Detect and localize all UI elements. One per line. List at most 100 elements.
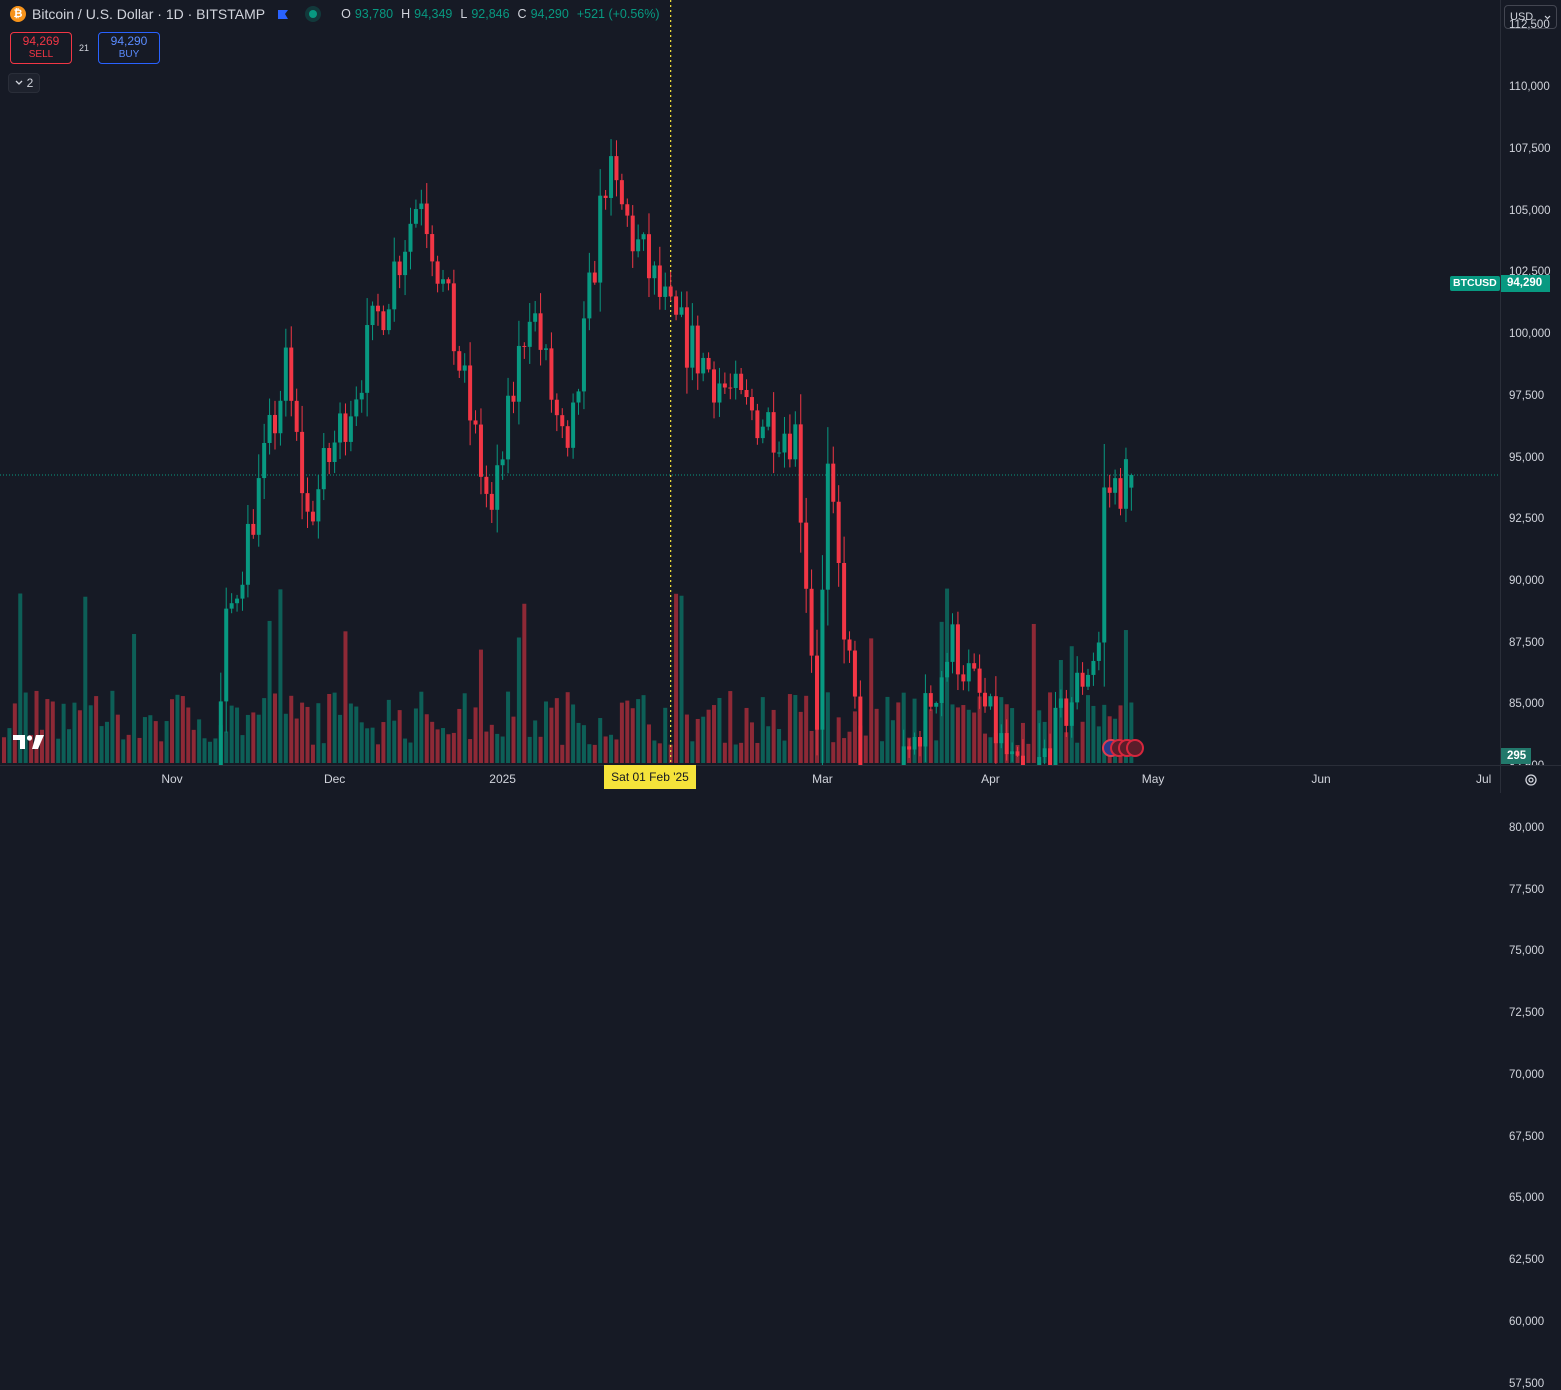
candle-body [1010,751,1015,755]
volume-bar [403,738,408,763]
volume-bar [18,593,23,763]
volume-bar [630,708,635,763]
candle-body [663,286,668,297]
volume-bar [289,695,294,763]
volume-bar [701,716,706,763]
volume-bar [256,714,261,763]
spread-value: 21 [79,43,90,53]
volume-bar [679,595,684,763]
volume-bar [175,694,180,763]
volume-bar [1086,695,1090,763]
candle-body [544,348,548,350]
candlestick-chart[interactable] [0,0,1500,765]
volume-bar [500,736,505,763]
volume-bar [869,638,874,763]
event-marker-icon[interactable] [1126,739,1144,757]
volume-bar [625,700,630,763]
chart-pane[interactable] [0,0,1500,765]
price-scale-label: 57,500 [1509,1377,1545,1390]
volume-bar [831,742,836,763]
volume-bar [1010,708,1015,763]
volume-bar [771,709,776,763]
volume-bar [749,722,754,763]
symbol-title[interactable]: Bitcoin / U.S. Dollar · 1D · BITSTAMP [32,6,266,22]
volume-bar [197,719,202,763]
low-value: 92,846 [471,7,510,21]
candle-body [549,348,554,400]
candle-body [1102,487,1107,643]
volume-bar [67,729,72,763]
volume-bar [473,707,478,763]
candle-body [1091,660,1096,675]
buy-button[interactable]: 94,290 BUY [98,32,160,64]
candle-body [365,325,370,393]
candle-body [603,195,608,198]
candle-body [473,420,478,425]
price-scale[interactable]: 112,500 110,000 107,500 105,000 102,500 100,0… [1500,0,1561,1390]
chevron-down-icon [15,80,23,85]
price-scale-label: 87,500 [1509,636,1545,649]
candle-body [912,737,917,750]
candle-body [787,433,792,460]
change-value: +521 (+0.56%) [576,7,660,21]
candle-body [993,696,998,744]
volume-bar [1096,726,1101,763]
volume-bar [603,736,608,763]
volume-bar [132,634,137,763]
volume-bar [836,717,841,763]
volume-bar [478,649,483,763]
volume-bar [229,705,234,763]
time-scale-label: Jul [1475,772,1492,786]
time-scale[interactable]: Nov Dec 2025 Mar Apr May Jun Jul [0,765,1500,793]
volume-bar [571,704,576,763]
volume-bar [310,744,315,763]
price-scale-label: 85,000 [1509,698,1545,711]
indicators-collapse-button[interactable]: 2 [8,73,40,93]
volume-bar [45,699,50,763]
sell-button[interactable]: 94,269 SELL [10,32,72,64]
market-status-icon[interactable] [305,6,322,22]
volume-bar [245,714,250,763]
volume-bar [386,699,391,763]
volume-bar [760,697,765,763]
volume-bar [533,720,538,763]
volume-bar [77,710,82,763]
tradingview-logo-icon[interactable] [12,733,46,751]
volume-bar [636,699,641,763]
price-scale-label: 60,000 [1509,1315,1545,1328]
volume-bar [338,714,343,763]
candle-body [424,203,429,235]
candle-body [305,493,310,512]
volume-bar [170,699,175,763]
crosshair-date-label: Sat 01 Feb '25 [604,765,696,789]
candle-body [760,426,765,439]
time-scale-label: Apr [981,772,1000,786]
candle-body [842,562,847,640]
volume-bar [560,744,565,763]
candle-body [782,433,787,453]
candle-body [283,347,288,401]
candle-body [451,283,456,352]
volume-bar [1123,630,1128,763]
candle-body [321,448,326,490]
candle-body [766,412,771,427]
candle-body [733,373,738,388]
volume-bar [397,710,402,763]
volume-bar [23,692,28,763]
volume-bar [2,737,6,763]
economic-events-markers[interactable] [1102,739,1144,757]
candle-body [511,395,516,402]
flag-icon[interactable] [277,8,289,20]
candle-body [706,357,711,370]
volume-bar [793,695,798,763]
time-scale-label: Dec [323,772,346,786]
candle-body [457,351,462,371]
currency-select[interactable]: USD [1504,5,1557,29]
volume-bar [137,737,142,763]
close-value: 94,290 [530,7,569,21]
candle-body [804,522,809,589]
volume-bar [538,736,543,763]
chart-settings-button[interactable] [1500,765,1561,793]
candle-body [695,325,700,374]
candle-body [397,261,402,276]
